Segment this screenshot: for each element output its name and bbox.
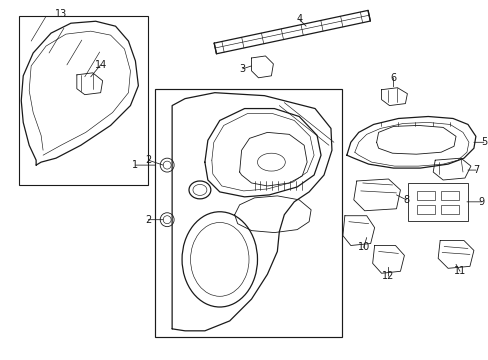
Text: 10: 10: [357, 243, 369, 252]
Text: 13: 13: [55, 9, 67, 19]
Text: 1: 1: [132, 160, 138, 170]
Text: 14: 14: [94, 60, 106, 70]
Text: 4: 4: [296, 14, 302, 24]
Text: 5: 5: [480, 137, 486, 147]
Bar: [407, 183, 467, 221]
Bar: [440, 191, 458, 200]
Bar: [440, 205, 458, 214]
Text: 3: 3: [239, 64, 245, 74]
Bar: [19, 16, 148, 185]
Bar: [416, 191, 434, 200]
Text: 9: 9: [478, 197, 484, 207]
Text: 11: 11: [453, 266, 465, 276]
Text: 2: 2: [145, 215, 151, 225]
Bar: [155, 89, 341, 337]
Text: 7: 7: [472, 165, 478, 175]
Text: 6: 6: [389, 73, 396, 83]
Bar: [416, 205, 434, 214]
Text: 8: 8: [403, 195, 408, 205]
Text: 2: 2: [145, 155, 151, 165]
Text: 12: 12: [382, 271, 394, 281]
